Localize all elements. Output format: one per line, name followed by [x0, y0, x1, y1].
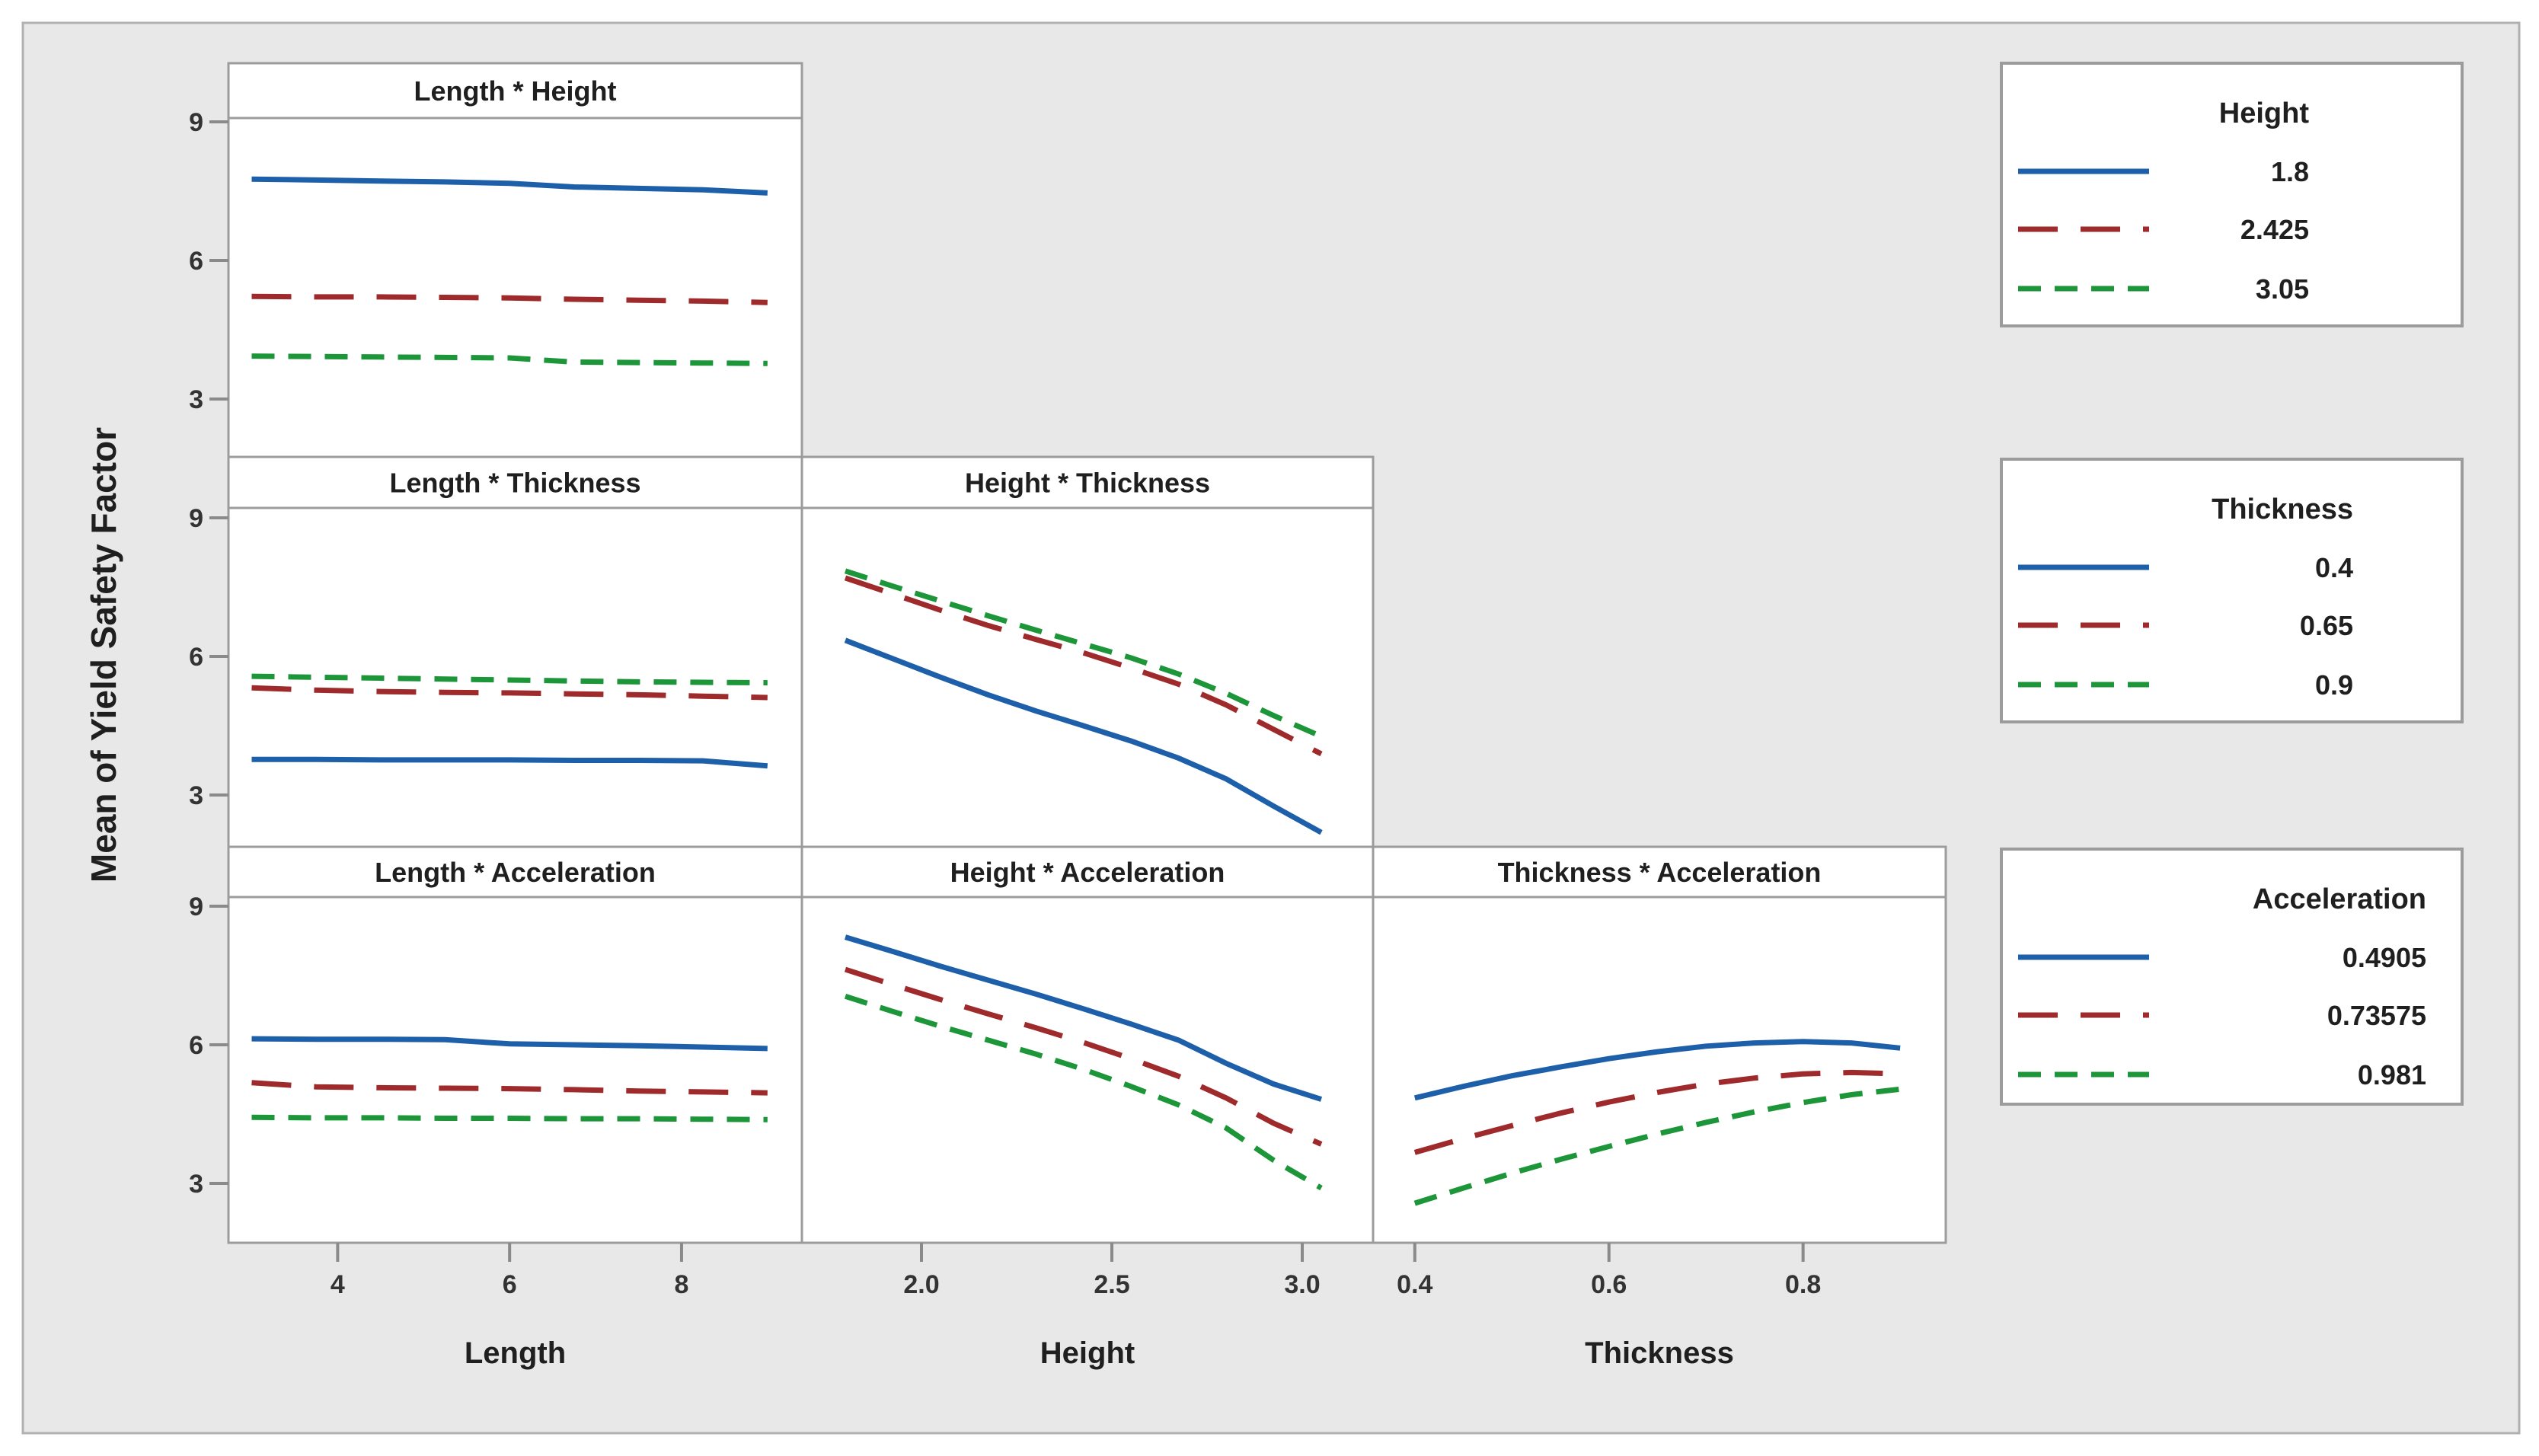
- series-line-0.73575: [251, 1080, 768, 1096]
- series-line-0.4905: [1413, 1039, 1901, 1101]
- legend-value: 0.65: [2300, 610, 2353, 641]
- legend-value: 0.4905: [2343, 942, 2426, 973]
- panel-title-strip: [800, 845, 1375, 899]
- panel-length-acceleration: Length * Acceleration 9 6 3: [189, 845, 803, 1244]
- y-tick-label: 9: [189, 108, 203, 137]
- series-line-0.65: [844, 575, 1323, 757]
- legend-thickness: Thickness 0.4 0.65 0.9: [2000, 458, 2464, 723]
- series-line-0.9: [844, 568, 1323, 739]
- series-line-0.4905: [251, 1036, 768, 1052]
- panel-title-strip: [227, 845, 803, 899]
- x-axes: 4 6 8 Length 2.0 2.5 3.0 Height 0.4 0.6 0.8 Thickne…: [331, 1243, 1821, 1370]
- series-line-0.4905: [844, 934, 1323, 1102]
- x-tick-label: 4: [331, 1270, 345, 1299]
- panel-title-strip: [800, 455, 1375, 509]
- y-tick-label: 3: [189, 385, 203, 414]
- legend-height: Height 1.8 2.425 3.05: [2000, 62, 2464, 327]
- x-tick-label: 2.5: [1094, 1270, 1129, 1299]
- legend-value: 0.73575: [2327, 1000, 2426, 1031]
- x-tick-label: 0.8: [1785, 1270, 1821, 1299]
- legend-box: [2000, 62, 2464, 327]
- x-tick-label: 2.0: [903, 1270, 939, 1299]
- panels: Length * Height 9 6 3 Length * Thickness 9 6 3 H…: [189, 62, 1947, 1244]
- y-tick-label: 9: [189, 892, 203, 921]
- x-tick-label: 0.6: [1591, 1270, 1627, 1299]
- x-tick-label: 3.0: [1284, 1270, 1320, 1299]
- x-axis-label: Thickness: [1585, 1336, 1734, 1370]
- legend-acceleration: Acceleration 0.4905 0.73575 0.981: [2000, 848, 2464, 1106]
- panel-title: Length * Acceleration: [375, 857, 656, 888]
- legends: Height 1.8 2.425 3.05 Thickness 0.4 0.65 0.9 Acc…: [2000, 62, 2464, 1106]
- panel-title: Length * Thickness: [389, 468, 640, 499]
- series-line-0.73575: [1413, 1069, 1901, 1155]
- panel-title: Thickness * Acceleration: [1498, 857, 1822, 888]
- panel-title-strip: [227, 62, 803, 120]
- panel-height-acceleration: Height * Acceleration: [800, 845, 1375, 1244]
- series-line-0.981: [1413, 1086, 1901, 1206]
- legend-title: Acceleration: [2253, 883, 2426, 915]
- y-tick-label: 3: [189, 1170, 203, 1199]
- legend-title: Thickness: [2212, 493, 2353, 525]
- panel-title: Length * Height: [414, 75, 617, 107]
- series-line-0.65: [251, 685, 768, 701]
- panel-length-height: Length * Height 9 6 3: [189, 62, 803, 460]
- y-tick-label: 6: [189, 247, 203, 276]
- x-axis-label: Length: [465, 1336, 566, 1370]
- panel-length-thickness: Length * Thickness 9 6 3: [189, 455, 803, 849]
- y-axis-title: Mean of Yield Safety Factor: [84, 427, 123, 883]
- panel-thickness-acceleration: Thickness * Acceleration: [1372, 845, 1947, 1244]
- series-line-0.4: [251, 756, 768, 769]
- panel-title-strip: [1372, 845, 1947, 899]
- series-line-0.4: [844, 637, 1323, 835]
- legend-title: Height: [2219, 97, 2310, 129]
- legend-value: 2.425: [2240, 214, 2309, 245]
- legend-value: 0.4: [2315, 552, 2353, 583]
- series-line-3.05: [251, 353, 768, 366]
- panel-plot-area: [227, 896, 803, 1244]
- x-tick-label: 8: [674, 1270, 688, 1299]
- legend-box: [2000, 458, 2464, 723]
- panel-title: Height * Thickness: [965, 468, 1210, 499]
- legend-value: 1.8: [2271, 156, 2309, 187]
- series-line-0.981: [251, 1114, 768, 1122]
- series-line-0.981: [844, 993, 1323, 1191]
- y-tick-label: 9: [189, 504, 203, 533]
- panel-plot-area: [800, 506, 1375, 849]
- panel-height-thickness: Height * Thickness: [800, 455, 1375, 849]
- x-tick-label: 0.4: [1397, 1270, 1432, 1299]
- x-tick-label: 6: [503, 1270, 517, 1299]
- series-line-1.8: [251, 176, 768, 196]
- legend-box: [2000, 848, 2464, 1106]
- legend-value: 3.05: [2256, 273, 2309, 305]
- legend-value: 0.981: [2358, 1059, 2426, 1090]
- series-line-0.73575: [844, 966, 1323, 1147]
- y-tick-label: 6: [189, 1031, 203, 1060]
- x-axis-label: Height: [1040, 1336, 1135, 1370]
- y-tick-label: 3: [189, 781, 203, 810]
- y-tick-label: 6: [189, 643, 203, 672]
- panel-title: Height * Acceleration: [950, 857, 1225, 888]
- panel-plot-area: [227, 117, 803, 460]
- legend-value: 0.9: [2315, 669, 2353, 701]
- series-line-2.425: [251, 293, 768, 305]
- series-line-0.9: [251, 673, 768, 686]
